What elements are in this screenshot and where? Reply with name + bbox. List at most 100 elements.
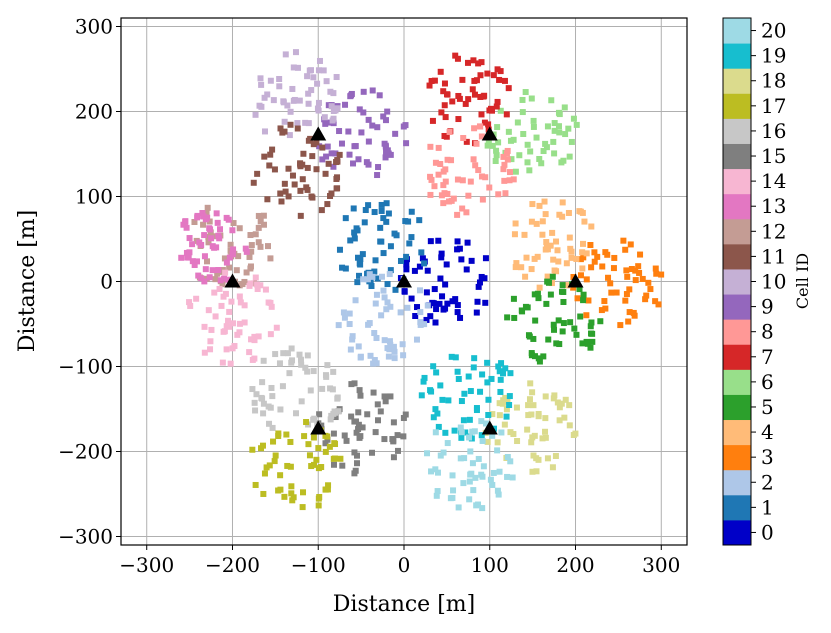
colorbar-tick-label: 9 — [761, 295, 774, 319]
scatter-point-cell-20 — [449, 494, 456, 501]
scatter-point-cell-14 — [222, 269, 229, 276]
scatter-point-cell-3 — [622, 297, 629, 304]
colorbar-swatch-13 — [723, 193, 751, 220]
scatter-point-cell-13 — [209, 243, 216, 250]
scatter-point-cell-2 — [400, 352, 407, 359]
scatter-point-cell-18 — [494, 439, 501, 446]
scatter-point-cell-16 — [288, 345, 295, 352]
scatter-point-cell-5 — [587, 323, 594, 330]
scatter-point-cell-0 — [440, 306, 447, 313]
scatter-point-cell-14 — [223, 346, 230, 353]
scatter-point-cell-6 — [519, 96, 526, 103]
scatter-point-cell-16 — [260, 410, 267, 417]
scatter-point-cell-6 — [555, 123, 562, 130]
scatter-point-cell-13 — [243, 248, 250, 255]
scatter-point-cell-6 — [528, 95, 535, 102]
colorbar-swatch-8 — [723, 319, 751, 345]
scatter-point-cell-11 — [322, 170, 329, 177]
scatter-point-cell-1 — [402, 218, 409, 225]
x-axis-label: Distance [m] — [333, 592, 475, 617]
base-station-triangle — [224, 273, 241, 288]
scatter-point-cell-16 — [288, 359, 295, 366]
scatter-point-cell-2 — [347, 346, 354, 353]
scatter-point-cell-3 — [643, 292, 650, 299]
scatter-point-cell-20 — [489, 432, 496, 439]
scatter-point-cell-10 — [316, 57, 323, 64]
scatter-point-cell-5 — [560, 320, 567, 327]
scatter-point-cell-9 — [352, 143, 359, 150]
scatter-point-cell-14 — [251, 333, 258, 340]
scatter-point-cell-7 — [494, 98, 501, 105]
scatter-point-cell-9 — [316, 143, 323, 150]
scatter-point-cell-2 — [424, 302, 431, 309]
scatter-point-cell-20 — [432, 429, 439, 436]
scatter-point-cell-10 — [333, 74, 340, 81]
scatter-point-cell-0 — [463, 266, 470, 273]
scatter-point-cell-14 — [218, 302, 225, 309]
scatter-point-cell-19 — [435, 423, 442, 430]
scatter-point-cell-14 — [187, 302, 194, 309]
scatter-point-cell-20 — [489, 481, 496, 488]
scatter-point-cell-15 — [318, 422, 325, 429]
scatter-point-cell-1 — [361, 219, 368, 226]
scatter-point-cell-6 — [508, 156, 515, 163]
scatter-point-cell-15 — [400, 415, 407, 422]
scatter-point-cell-17 — [315, 445, 322, 452]
scatter-point-cell-11 — [264, 196, 271, 203]
scatter-point-cell-15 — [355, 421, 362, 428]
scatter-point-cell-17 — [287, 463, 294, 470]
scatter-point-cell-0 — [454, 309, 461, 316]
scatter-point-cell-14 — [236, 320, 243, 327]
scatter-point-cell-20 — [466, 434, 473, 441]
scatter-point-cell-16 — [296, 351, 303, 358]
scatter-point-cell-2 — [397, 309, 404, 316]
scatter-point-cell-11 — [336, 151, 343, 158]
scatter-point-cell-4 — [580, 240, 587, 247]
scatter-point-cell-9 — [369, 87, 376, 94]
scatter-point-cell-12 — [255, 212, 262, 219]
scatter-point-cell-10 — [323, 78, 330, 85]
scatter-point-cell-4 — [550, 256, 557, 263]
colorbar-tick-label: 1 — [761, 495, 774, 519]
scatter-point-cell-16 — [269, 393, 276, 400]
scatter-point-cell-17 — [259, 442, 266, 449]
scatter-point-cell-19 — [451, 427, 458, 434]
scatter-point-cell-12 — [206, 218, 213, 225]
scatter-point-cell-5 — [567, 319, 574, 326]
scatter-point-cell-14 — [251, 337, 258, 344]
scatter-point-cell-2 — [373, 360, 380, 367]
scatter-point-cell-5 — [530, 335, 537, 342]
scatter-point-cell-0 — [442, 281, 449, 288]
scatter-point-cell-4 — [539, 231, 546, 238]
scatter-point-cell-13 — [194, 214, 201, 221]
scatter-point-cell-4 — [553, 238, 560, 245]
scatter-point-cell-9 — [384, 108, 391, 115]
scatter-point-cell-1 — [391, 230, 398, 237]
scatter-point-cell-2 — [365, 321, 372, 328]
scatter-point-cell-0 — [423, 289, 430, 296]
scatter-point-cell-10 — [284, 102, 291, 109]
scatter-point-cell-4 — [555, 258, 562, 265]
scatter-point-cell-7 — [477, 93, 484, 100]
x-tick-label: 0 — [398, 553, 411, 577]
scatter-point-cell-2 — [341, 314, 348, 321]
scatter-point-cell-1 — [362, 207, 369, 214]
scatter-point-cell-16 — [327, 416, 334, 423]
scatter-point-cell-14 — [267, 299, 274, 306]
scatter-point-cell-16 — [277, 406, 284, 413]
scatter-point-cell-9 — [338, 140, 345, 147]
scatter-point-cell-6 — [493, 147, 500, 154]
scatter-point-cell-12 — [236, 225, 243, 232]
scatter-point-cell-5 — [583, 338, 590, 345]
scatter-point-cell-4 — [588, 223, 595, 230]
colorbar-swatch-9 — [723, 294, 751, 320]
scatter-point-cell-19 — [506, 401, 513, 408]
scatter-point-cell-4 — [568, 248, 575, 255]
scatter-point-cell-4 — [553, 268, 560, 275]
scatter-point-cell-12 — [255, 224, 262, 231]
scatter-point-cell-19 — [465, 373, 472, 380]
scatter-point-cell-10 — [281, 118, 288, 125]
scatter-point-cell-2 — [380, 287, 387, 294]
scatter-point-cell-11 — [333, 185, 340, 192]
scatter-point-cell-4 — [521, 231, 528, 238]
